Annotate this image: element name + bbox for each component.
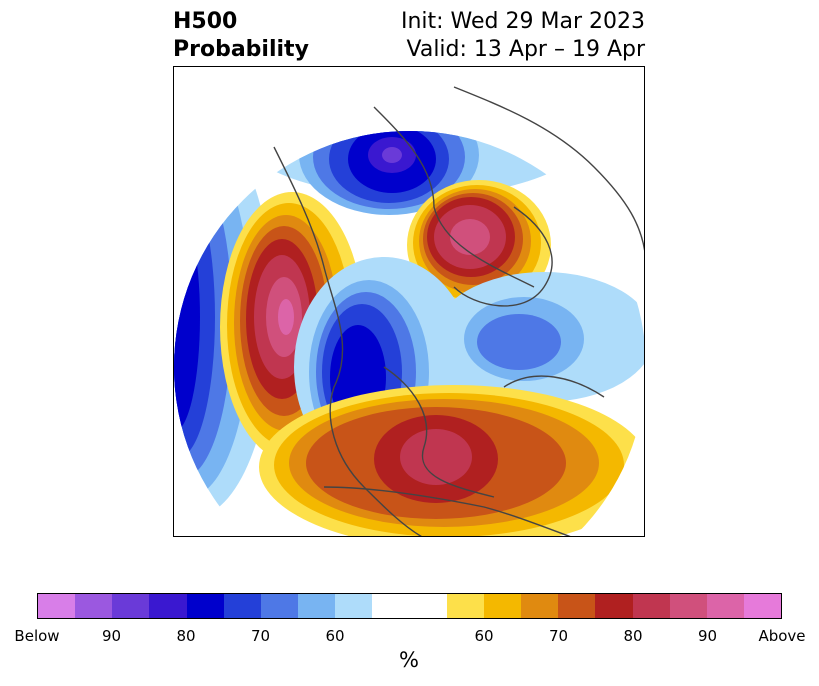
colorbar-swatch	[223, 594, 261, 618]
title-right: Init: Wed 29 Mar 2023 Valid: 13 Apr – 19…	[401, 8, 645, 64]
colorbar-swatch	[483, 594, 522, 618]
colorbar-tick-label: Below	[14, 627, 60, 645]
anomaly-small-above	[291, 75, 367, 103]
map-panel	[173, 66, 645, 537]
colorbar-tick-label: 60	[325, 627, 345, 645]
colorbar-swatch	[409, 594, 447, 618]
colorbar-tick-label: 90	[697, 627, 718, 645]
colorbar-swatch	[669, 594, 707, 618]
colorbar-swatch	[186, 594, 224, 618]
colorbar-swatch	[335, 594, 373, 618]
title-left: H500 Probability	[173, 8, 309, 64]
colorbar-swatch	[743, 594, 782, 618]
colorbar-tick-label: Above	[758, 627, 806, 645]
colorbar-swatch	[75, 594, 113, 618]
colorbar-swatch	[521, 594, 559, 618]
colorbar-tick-label: 60	[474, 627, 494, 645]
colorbar-tick-label: 80	[176, 627, 196, 645]
colorbar	[37, 593, 782, 619]
colorbar-tick-label: 90	[101, 627, 122, 645]
anomaly-eastern-us-above	[259, 385, 644, 536]
init-date: Init: Wed 29 Mar 2023	[400, 9, 645, 34]
colorbar-swatch	[706, 594, 744, 618]
colorbar-swatch	[372, 594, 410, 618]
colorbar-swatch	[149, 594, 187, 618]
colorbar-swatch	[38, 594, 76, 618]
coastlines	[273, 86, 644, 536]
colorbar-swatch	[632, 594, 670, 618]
colorbar-swatch	[112, 594, 150, 618]
variable-title: H500	[173, 9, 238, 34]
colorbar-swatch	[595, 594, 633, 618]
anomaly-north-below	[234, 131, 594, 215]
colorbar-tick-label: 70	[250, 627, 271, 645]
valid-range: Valid: 13 Apr – 19 Apr	[406, 37, 646, 62]
anomaly-east-below	[434, 272, 644, 402]
colorbar-swatch	[260, 594, 299, 618]
probability-map	[174, 75, 644, 536]
colorbar-swatch	[446, 594, 484, 618]
colorbar-swatch	[558, 594, 596, 618]
product-title: Probability	[173, 37, 309, 62]
colorbar-unit: %	[399, 648, 419, 672]
colorbar-tick-label: 70	[548, 627, 569, 645]
colorbar-tick-label: 80	[623, 627, 643, 645]
colorbar-swatch	[298, 594, 336, 618]
